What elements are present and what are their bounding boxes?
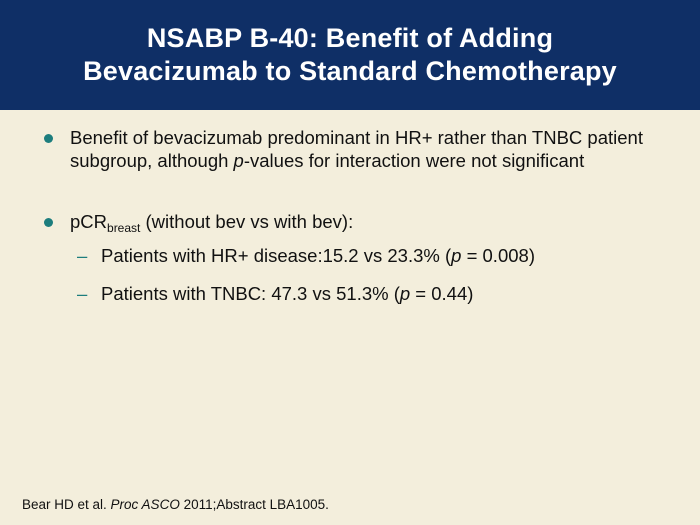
subitem-hr-positive: – Patients with HR+ disease:15.2 vs 23.3…: [77, 244, 700, 267]
citation-pre: Bear HD et al.: [22, 497, 111, 512]
subitem-text-pre: Patients with TNBC: 47.3 vs 51.3% (: [101, 283, 400, 304]
subitem-text-post: = 0.008): [461, 245, 535, 266]
bullet-benefit-subgroup: Benefit of bevacizumab predominant in HR…: [44, 126, 660, 172]
subitem-text-pre: Patients with HR+ disease:15.2 vs 23.3% …: [101, 245, 452, 266]
bullet-dot-icon: [44, 218, 53, 227]
subitem-tnbc: – Patients with TNBC: 47.3 vs 51.3% (p =…: [77, 282, 700, 305]
bullet-rest: (without bev vs with bev):: [140, 211, 354, 232]
bullet-pcr-breast: pCRbreast (without bev vs with bev):: [44, 210, 660, 240]
slide-title-line-1: NSABP B-40: Benefit of Adding: [146, 23, 554, 53]
bullet-text-post: -values for interaction were not signifi…: [243, 150, 585, 171]
citation-post: 2011;Abstract LBA1005.: [179, 497, 329, 512]
slide-title-line-2: Bevacizumab to Standard Chemotherapy: [83, 56, 617, 86]
slide-header: NSABP B-40: Benefit of Adding Bevacizuma…: [0, 0, 700, 110]
slide-content: Benefit of bevacizumab predominant in HR…: [0, 126, 700, 305]
subitem-text-italic: p: [451, 245, 462, 266]
bullet-dot-icon: [44, 134, 53, 143]
bullet-text-italic: p: [233, 150, 244, 171]
dash-icon: –: [77, 245, 88, 266]
subitem-text-post: = 0.44): [410, 283, 474, 304]
citation-journal: Proc ASCO: [110, 497, 180, 512]
citation-footer: Bear HD et al. Proc ASCO 2011;Abstract L…: [22, 497, 329, 512]
bullet-subscript: breast: [107, 221, 141, 235]
subitem-text-italic: p: [399, 283, 411, 304]
bullet-text-pre: Benefit of bevacizumab predominant in HR…: [70, 127, 643, 171]
bullet-main: pCR: [70, 211, 108, 232]
dash-icon: –: [77, 283, 88, 304]
